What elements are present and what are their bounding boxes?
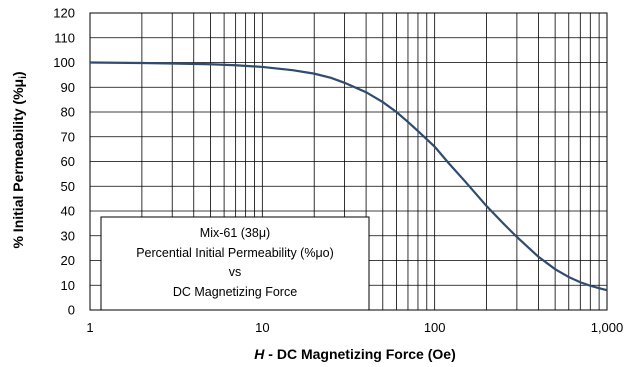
annotation-line-1: Mix-61 (38μ) [200, 226, 270, 240]
y-tick-label: 60 [61, 154, 75, 169]
y-tick-label: 100 [53, 55, 75, 70]
y-tick-label: 70 [61, 129, 75, 144]
annotation-line-4: DC Magnetizing Force [173, 285, 297, 299]
x-axis-label: H - DC Magnetizing Force (Oe) [254, 346, 455, 362]
y-tick-label: 40 [61, 204, 75, 219]
y-axis-label: % Initial Permeability (%μi) [10, 71, 29, 248]
x-axis-label-variable: H [254, 346, 265, 362]
x-axis-ticks: 1 10 100 1,000 [86, 320, 623, 335]
y-tick-label: 20 [61, 253, 75, 268]
y-tick-label: 120 [53, 6, 75, 21]
y-tick-label: 110 [54, 30, 75, 45]
y-tick-label: 80 [61, 105, 75, 120]
y-tick-label: 0 [68, 303, 75, 318]
permeability-curve [89, 61, 608, 292]
x-axis-label-text: - DC Magnetizing Force (Oe) [264, 346, 455, 362]
y-axis-label-close: ) [10, 71, 26, 76]
x-tick-label: 10 [255, 320, 269, 335]
annotation-line-3: vs [229, 265, 242, 279]
x-tick-label: 100 [424, 320, 446, 335]
y-axis-label-subscript: i [18, 76, 29, 79]
x-tick-label: 1 [86, 320, 93, 335]
y-tick-label: 30 [61, 228, 75, 243]
y-axis-ticks: 0 10 20 30 40 50 60 70 80 90 100 110 120 [53, 6, 75, 318]
annotation-box: Mix-61 (38μ) Percential Initial Permeabi… [100, 216, 370, 311]
x-tick-label: 1,000 [591, 320, 624, 335]
y-tick-label: 90 [61, 80, 75, 95]
annotation-line-2: Percential Initial Permeability (%μo) [136, 246, 334, 260]
y-tick-label: 50 [61, 179, 75, 194]
y-axis-label-text: % Initial Permeability (%μ [10, 79, 26, 249]
y-tick-label: 10 [61, 278, 75, 293]
